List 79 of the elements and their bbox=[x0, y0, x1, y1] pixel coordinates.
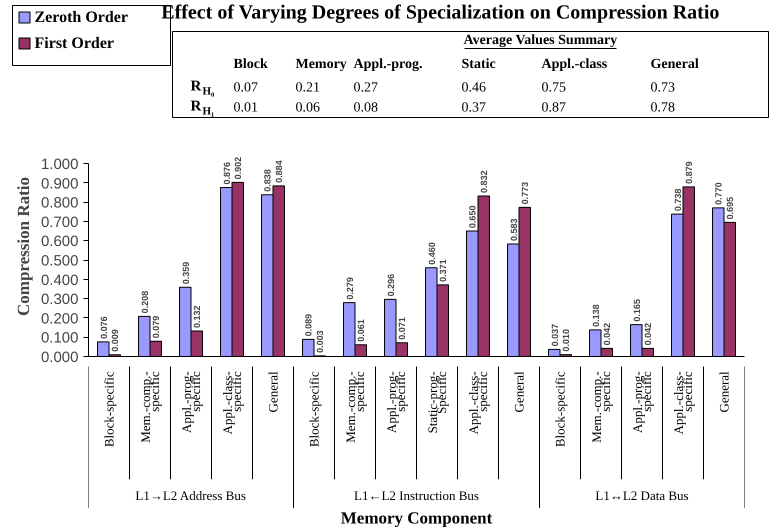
y-tick-label: 0.600 bbox=[40, 233, 79, 250]
data-label: 0.583 bbox=[508, 218, 519, 241]
text: Static bbox=[462, 57, 496, 72]
data-label: 0.037 bbox=[550, 324, 560, 346]
text: 0.27 bbox=[354, 80, 378, 96]
text: Appl.-prog. bbox=[354, 57, 422, 72]
text: 0.21 bbox=[296, 80, 320, 96]
data-label: 0.738 bbox=[672, 188, 683, 212]
legend-label: First Order bbox=[34, 35, 114, 52]
data-label: 0.165 bbox=[632, 299, 642, 322]
data-label: 0.902 bbox=[233, 156, 244, 180]
data-label: 0.279 bbox=[344, 277, 355, 300]
data-label: 0.079 bbox=[151, 316, 162, 338]
y-tick-label: 0.500 bbox=[40, 252, 79, 270]
x-tick-label: General bbox=[512, 370, 526, 412]
y-tick-label: 0.800 bbox=[40, 194, 79, 212]
y-tick-label: 0.100 bbox=[40, 330, 79, 347]
legend-label: Zeroth Order bbox=[34, 9, 128, 26]
data-label: 0.359 bbox=[180, 262, 191, 284]
text: 0.08 bbox=[354, 100, 378, 116]
y-tick-label: 0.200 bbox=[40, 310, 79, 328]
text: 0.73 bbox=[650, 80, 675, 96]
text: 0.75 bbox=[542, 80, 566, 96]
x-tick-label: Mem.-comp.- specific bbox=[138, 371, 162, 443]
x-axis-title: Memory Component bbox=[340, 508, 493, 527]
data-label: 0.042 bbox=[643, 322, 654, 346]
data-label: 0.371 bbox=[438, 259, 448, 282]
text: Memory bbox=[296, 57, 347, 72]
text: 0.01 bbox=[234, 100, 258, 116]
text: 0.37 bbox=[462, 100, 486, 116]
text: 0.87 bbox=[542, 100, 566, 116]
text: 0.46 bbox=[462, 80, 486, 96]
data-label: 0.138 bbox=[590, 304, 601, 327]
y-tick-label: 0.400 bbox=[40, 272, 79, 289]
text: L1→L2 Address Bus bbox=[135, 488, 246, 503]
data-label: 0.884 bbox=[274, 160, 284, 183]
data-label: 0.009 bbox=[110, 329, 120, 352]
text: Appl.-class bbox=[542, 57, 608, 72]
text: General bbox=[650, 57, 699, 72]
data-label: 0.770 bbox=[714, 182, 724, 205]
text: 0.06 bbox=[296, 100, 320, 116]
x-tick-label: Appl.-class- specific bbox=[466, 371, 490, 435]
data-label: 0.650 bbox=[468, 206, 478, 228]
data-label: 0.003 bbox=[315, 330, 326, 353]
data-label: 0.773 bbox=[520, 182, 530, 204]
data-label: 0.076 bbox=[98, 316, 109, 339]
y-tick-label: 0.000 bbox=[40, 349, 79, 366]
x-tick-label: General bbox=[716, 370, 732, 412]
data-label: 0.071 bbox=[397, 317, 408, 340]
x-tick-label: Mem.-comp.- specific bbox=[342, 371, 368, 443]
x-tick-label: Mem.-comp.- specific bbox=[588, 371, 614, 443]
data-label: 0.832 bbox=[479, 170, 490, 193]
x-tick-label: Block-specific bbox=[306, 371, 322, 448]
data-label: 0.296 bbox=[386, 274, 396, 296]
text: L1↔L2 Data Bus bbox=[595, 488, 689, 503]
y-tick-label: 0.300 bbox=[40, 291, 79, 308]
text: Average Values Summary bbox=[464, 33, 618, 48]
data-label: 0.089 bbox=[304, 314, 314, 336]
text: Block bbox=[234, 57, 268, 72]
data-label: 0.010 bbox=[561, 329, 572, 352]
data-label: 0.061 bbox=[356, 319, 366, 342]
data-label: 0.695 bbox=[725, 196, 736, 220]
data-label: 0.838 bbox=[262, 169, 273, 192]
data-label: 0.042 bbox=[602, 322, 612, 346]
y-tick-label: 1.000 bbox=[40, 156, 79, 174]
x-tick-label: General bbox=[266, 370, 280, 412]
text: 0.07 bbox=[234, 80, 258, 96]
text: 0.78 bbox=[650, 100, 675, 116]
data-label: 0.876 bbox=[222, 162, 232, 184]
x-tick-label: Block-specific bbox=[552, 371, 568, 448]
text: L1←L2 Instruction Bus bbox=[354, 488, 479, 503]
x-tick-label: Block-specific bbox=[102, 371, 116, 448]
y-tick-label: 0.900 bbox=[40, 175, 79, 192]
data-label: 0.132 bbox=[192, 305, 202, 328]
data-label: 0.879 bbox=[684, 161, 694, 184]
y-axis-title: Compression Ratio bbox=[14, 177, 33, 316]
y-tick-label: 0.700 bbox=[40, 214, 79, 231]
data-label: 0.208 bbox=[140, 290, 150, 314]
data-label: 0.460 bbox=[426, 242, 437, 265]
